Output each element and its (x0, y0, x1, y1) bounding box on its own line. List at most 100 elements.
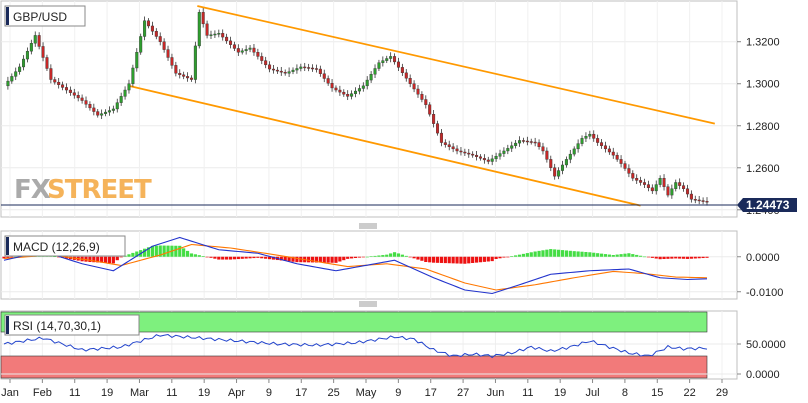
candle (459, 147, 463, 156)
macd-histogram-bar (53, 256, 57, 257)
macd-histogram-bar (681, 256, 686, 259)
time-tick-label: 11 (522, 387, 533, 399)
channel-upper-line (197, 5, 716, 125)
macd-histogram-bar (307, 256, 311, 263)
candle-body (490, 158, 494, 162)
candle-body (510, 145, 514, 149)
candle (373, 64, 377, 79)
candle-body (436, 123, 440, 134)
candle (307, 63, 311, 72)
candle-body (685, 188, 689, 195)
candle (436, 120, 440, 136)
candle (311, 64, 315, 72)
time-tick-label: 8 (622, 387, 628, 399)
candle-body (537, 142, 541, 147)
candle (162, 38, 166, 53)
macd-histogram-bar (404, 255, 408, 257)
candle-body (354, 90, 358, 94)
candle-body (193, 45, 197, 80)
candle-body (560, 164, 564, 171)
price-title: GBP/USD (13, 10, 67, 24)
candle-body (326, 78, 330, 84)
time-tick-label: 19 (554, 387, 566, 399)
candle (670, 184, 674, 199)
candle (217, 29, 221, 38)
candle-body (678, 182, 682, 186)
candle-body (424, 99, 428, 105)
macd-histogram-bar (666, 256, 670, 259)
candle-body (334, 87, 338, 91)
macd-histogram-bar (322, 256, 326, 263)
candle-body (373, 68, 377, 75)
candle (498, 149, 502, 160)
macd-histogram-bar (654, 256, 658, 259)
candle-body (283, 71, 287, 74)
macd-histogram-bar (193, 254, 197, 257)
candle-body (482, 158, 486, 161)
macd-histogram-bar (357, 256, 362, 258)
candle (14, 67, 18, 81)
candle-body (154, 31, 158, 37)
candle (182, 71, 186, 80)
candle-body (232, 44, 236, 49)
macd-histogram-bar (115, 256, 119, 261)
trend-channel (128, 5, 716, 207)
candle (619, 155, 623, 168)
candle-body (385, 58, 389, 61)
macd-histogram-bar (326, 256, 330, 263)
candle-body (498, 153, 502, 157)
macd-tick-label: -0.0100 (746, 287, 783, 299)
candle (529, 138, 533, 145)
candle (41, 42, 45, 62)
candle (29, 39, 33, 55)
candle-body (592, 133, 596, 139)
macd-histogram-bar (424, 256, 428, 262)
time-tick-label: 27 (457, 387, 469, 399)
macd-histogram-bar (537, 250, 541, 257)
candle (682, 182, 686, 192)
candle-body (670, 188, 674, 196)
macd-histogram-bar (463, 256, 467, 264)
candle-body (615, 154, 619, 160)
candle (283, 69, 287, 76)
time-tick-label: Apr (228, 387, 245, 399)
macd-histogram-bar (689, 256, 693, 259)
macd-histogram-bar (385, 254, 389, 257)
rsi-splitter-handle[interactable] (359, 301, 377, 307)
candle-body (314, 68, 318, 70)
candle (131, 64, 135, 87)
candle-body (693, 199, 697, 201)
macd-histogram-bar (502, 256, 506, 258)
candle-body (400, 67, 404, 74)
candle (678, 178, 682, 190)
macd-histogram-bar (478, 256, 483, 263)
candle-body (389, 56, 393, 59)
candle-body (631, 173, 635, 179)
candle-body (178, 73, 182, 76)
candle-body (225, 36, 229, 42)
candle-body (268, 64, 272, 70)
candle (646, 180, 650, 192)
macd-histogram-bar (146, 247, 151, 257)
candle-body (619, 159, 623, 164)
macd-splitter-handle[interactable] (359, 223, 377, 229)
candle (564, 156, 568, 168)
macd-histogram-bar (400, 254, 404, 257)
macd-main-line (3, 236, 708, 295)
candle-body (611, 151, 615, 156)
candle-body (674, 182, 678, 189)
macd-histogram-bar (685, 256, 690, 259)
price-tick-label: 1.2800 (746, 121, 780, 133)
candle (213, 30, 217, 38)
candle (135, 48, 139, 72)
macd-histogram-bar (221, 256, 225, 260)
candle-body (369, 74, 373, 81)
candle (635, 174, 639, 184)
candlestick-series (6, 8, 709, 206)
macd-tick-label: 0.0000 (746, 252, 780, 264)
candle-body (201, 12, 205, 25)
price-tick-label: 1.3000 (746, 79, 780, 91)
candle-body (471, 153, 475, 156)
candle-body (131, 67, 135, 84)
candle-body (61, 84, 65, 88)
